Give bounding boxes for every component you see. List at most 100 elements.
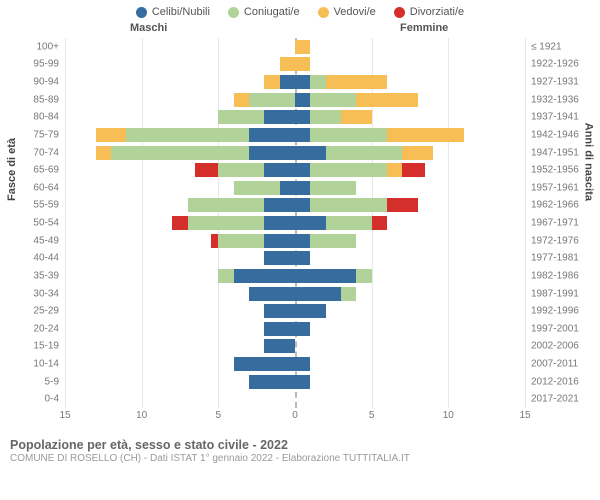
bar-segment-single: [295, 304, 326, 318]
age-band-label: 25-29: [33, 306, 59, 317]
plot: Fasce di età Anni di nascita 100+≤ 19219…: [10, 38, 590, 436]
male-bar: [264, 251, 295, 265]
age-band-label: 95-99: [33, 59, 59, 70]
bar-segment-married: [310, 234, 356, 248]
male-bar: [264, 322, 295, 336]
age-band-label: 75-79: [33, 129, 59, 140]
bar-segment-married: [310, 198, 387, 212]
birth-year-label: 1947-1951: [531, 147, 579, 158]
age-row: 40-441977-1981: [65, 250, 525, 268]
bar-segment-married: [249, 93, 295, 107]
x-axis: 15105051015: [65, 410, 525, 424]
bar-segment-married: [218, 234, 264, 248]
bar-segment-widowed: [295, 57, 310, 71]
birth-year-label: ≤ 1921: [531, 41, 562, 52]
birth-year-label: 2012-2016: [531, 376, 579, 387]
legend-swatch: [394, 7, 405, 18]
female-bar: [295, 216, 387, 230]
bar-segment-widowed: [326, 75, 387, 89]
legend: Celibi/NubiliConiugati/eVedovi/eDivorzia…: [10, 6, 590, 18]
bar-segment-single: [264, 322, 295, 336]
bar-segment-single: [280, 75, 295, 89]
birth-year-label: 1997-2001: [531, 323, 579, 334]
bar-segment-single: [295, 287, 341, 301]
legend-label: Coniugati/e: [244, 6, 300, 18]
bar-segment-single: [295, 128, 310, 142]
age-band-label: 20-24: [33, 323, 59, 334]
age-row: 25-291992-1996: [65, 302, 525, 320]
bar-segment-widowed: [96, 146, 111, 160]
age-band-label: 70-74: [33, 147, 59, 158]
male-bar: [218, 269, 295, 283]
bar-segment-single: [295, 110, 310, 124]
male-bar: [249, 287, 295, 301]
female-bar: [295, 181, 356, 195]
bar-segment-married: [218, 269, 233, 283]
legend-swatch: [136, 7, 147, 18]
age-row: 65-691952-1956: [65, 161, 525, 179]
age-row: 85-891932-1936: [65, 91, 525, 109]
female-bar: [295, 375, 310, 389]
x-tick-label: 10: [136, 410, 147, 421]
age-band-label: 5-9: [45, 376, 59, 387]
age-band-label: 60-64: [33, 182, 59, 193]
legend-item: Celibi/Nubili: [136, 6, 210, 18]
x-tick-label: 15: [59, 410, 70, 421]
bar-segment-single: [295, 216, 326, 230]
legend-swatch: [318, 7, 329, 18]
gender-left-label: Maschi: [130, 22, 167, 34]
male-bar: [211, 234, 295, 248]
legend-swatch: [228, 7, 239, 18]
female-bar: [295, 198, 418, 212]
age-band-label: 0-4: [45, 394, 59, 405]
bar-segment-widowed: [280, 57, 295, 71]
birth-year-label: 1962-1966: [531, 200, 579, 211]
age-row: 60-641957-1961: [65, 179, 525, 197]
bar-segment-widowed: [402, 146, 433, 160]
bar-segment-single: [295, 146, 326, 160]
bar-segment-divorced: [402, 163, 425, 177]
female-bar: [295, 40, 310, 54]
bar-segment-single: [295, 75, 310, 89]
bar-segment-widowed: [295, 40, 310, 54]
female-bar: [295, 163, 425, 177]
age-row: 10-142007-2011: [65, 355, 525, 373]
bar-segment-married: [218, 110, 264, 124]
female-bar: [295, 269, 372, 283]
age-band-label: 45-49: [33, 235, 59, 246]
birth-year-label: 1967-1971: [531, 218, 579, 229]
x-tick-label: 15: [519, 410, 530, 421]
female-bar: [295, 146, 433, 160]
bar-segment-single: [234, 357, 295, 371]
bar-segment-single: [264, 251, 295, 265]
bar-segment-married: [341, 287, 356, 301]
bar-segment-married: [234, 181, 280, 195]
bar-segment-divorced: [387, 198, 418, 212]
x-tick-label: 5: [216, 410, 222, 421]
bar-segment-single: [249, 146, 295, 160]
female-bar: [295, 287, 356, 301]
bar-segment-married: [188, 198, 265, 212]
female-bar: [295, 357, 310, 371]
male-bar: [96, 146, 295, 160]
gridline: [525, 38, 526, 408]
bar-segment-widowed: [264, 75, 279, 89]
female-bar: [295, 57, 310, 71]
bar-segment-single: [249, 375, 295, 389]
age-band-label: 90-94: [33, 77, 59, 88]
age-row: 20-241997-2001: [65, 320, 525, 338]
birth-year-label: 1987-1991: [531, 288, 579, 299]
x-tick-label: 0: [292, 410, 298, 421]
female-bar: [295, 234, 356, 248]
birth-year-label: 1932-1936: [531, 94, 579, 105]
bar-segment-single: [280, 181, 295, 195]
bar-segment-single: [264, 304, 295, 318]
bar-segment-married: [310, 128, 387, 142]
bar-segment-married: [356, 269, 371, 283]
bar-segment-married: [310, 181, 356, 195]
age-band-label: 30-34: [33, 288, 59, 299]
bar-segment-single: [295, 198, 310, 212]
birth-year-label: 1937-1941: [531, 112, 579, 123]
birth-year-label: 1927-1931: [531, 77, 579, 88]
age-row: 30-341987-1991: [65, 285, 525, 303]
